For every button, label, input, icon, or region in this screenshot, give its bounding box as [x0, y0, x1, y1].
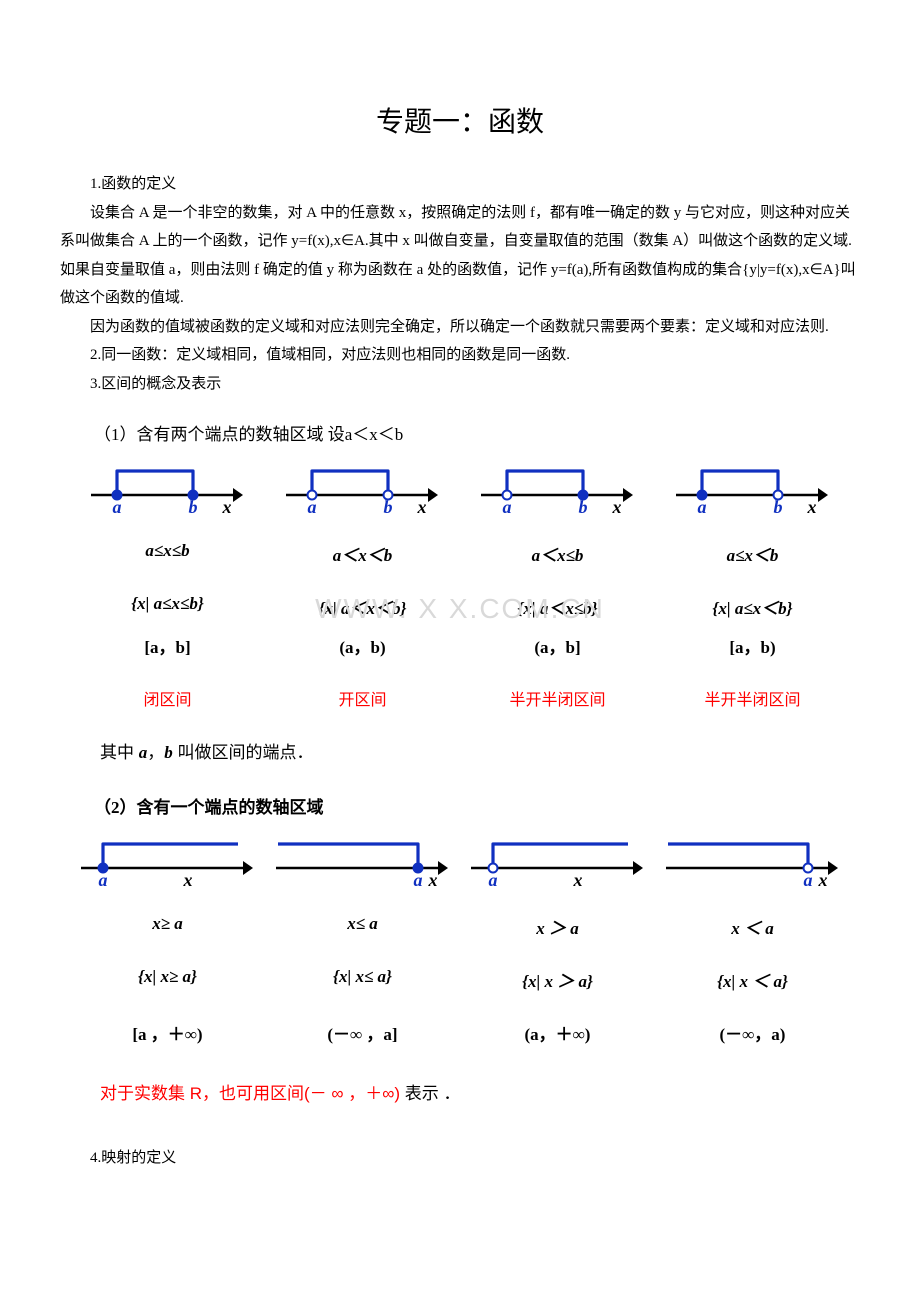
cell-set: {x| a≤x＜b}	[655, 594, 850, 619]
cell-set: {x| x ＜ a}	[655, 967, 850, 992]
cell-interval: (－∞ ，a]	[265, 1020, 460, 1045]
real-set-note: 对于实数集 R，也可用区间(－ ∞ ，＋∞) 表示 ．	[100, 1079, 860, 1104]
svg-text:x: x	[817, 870, 827, 886]
cell-ineq: x ＜ a	[655, 914, 850, 939]
cell-interval: (a，b]	[460, 633, 655, 658]
cell-set: {x| x≤ a}	[265, 967, 460, 992]
cell-set: {x| x ＞ a}	[460, 967, 655, 992]
cell-ineq: x ＞ a	[460, 914, 655, 939]
heading-2: 2.同一函数：定义域相同，值域相同，对应法则也相同的函数是同一函数.	[60, 341, 860, 370]
svg-text:x: x	[427, 870, 437, 886]
svg-text:x: x	[806, 497, 816, 513]
svg-text:x: x	[221, 497, 231, 513]
cell-name: 开区间	[265, 686, 460, 710]
row-set-one: {x| x≥ a} {x| x≤ a} {x| x ＞ a} {x| x ＜ a…	[60, 967, 860, 992]
row-inequality-two: a≤x≤b a＜x＜b a＜x≤b a≤x＜b	[60, 541, 860, 566]
row-interval-two: [a，b] (a，b) (a，b] [a，b)	[60, 633, 860, 658]
cell-name: 半开半闭区间	[655, 686, 850, 710]
cell-interval: [a ，＋∞)	[70, 1020, 265, 1045]
sub-heading-2: （2）含有一个端点的数轴区域	[60, 793, 860, 818]
cell-ineq: a＜x＜b	[265, 541, 460, 566]
heading-1: 1.函数的定义	[60, 170, 860, 199]
cell-interval: [a，b]	[70, 633, 265, 658]
cell-name: 闭区间	[70, 686, 265, 710]
interval-axis-le: ax	[268, 832, 458, 886]
note-red-2: (－ ∞ ，＋∞)	[304, 1084, 400, 1103]
interval-axis-ge: ax	[73, 832, 263, 886]
cell-ineq: a＜x≤b	[460, 541, 655, 566]
note-red-1: 对于实数集 R，也可用区间	[100, 1084, 304, 1103]
axis-row-one-endpoint: ax ax ax ax	[60, 832, 860, 886]
svg-text:x: x	[611, 497, 621, 513]
row-name-two: 闭区间 开区间 半开半闭区间 半开半闭区间	[60, 686, 860, 710]
cell-interval: [a，b)	[655, 633, 850, 658]
cell-ineq: a≤x＜b	[655, 541, 850, 566]
endpoints-note: 其中 a，b 叫做区间的端点．	[100, 738, 860, 763]
svg-text:a: a	[502, 497, 511, 513]
row-interval-one: [a ，＋∞) (－∞ ，a] (a，＋∞) (－∞，a)	[60, 1020, 860, 1045]
svg-text:b: b	[578, 497, 587, 513]
svg-text:x: x	[182, 870, 192, 886]
cell-name: 半开半闭区间	[460, 686, 655, 710]
svg-text:b: b	[773, 497, 782, 513]
interval-axis-closed-closed: abx	[83, 459, 253, 513]
svg-text:a: a	[697, 497, 706, 513]
heading-4: 4.映射的定义	[60, 1144, 860, 1173]
cell-interval: (a，＋∞)	[460, 1020, 655, 1045]
cell-interval: (－∞，a)	[655, 1020, 850, 1045]
interval-axis-open-closed: abx	[473, 459, 643, 513]
axis-row-two-endpoints: abx abx abx abx	[60, 459, 860, 513]
cell-ineq: a≤x≤b	[70, 541, 265, 566]
cell-interval: (a，b)	[265, 633, 460, 658]
interval-axis-open-open: abx	[278, 459, 448, 513]
cell-ineq: x≤ a	[265, 914, 460, 939]
svg-text:a: a	[307, 497, 316, 513]
cell-set: {x| a＜x≤b}	[460, 594, 655, 619]
svg-text:a: a	[488, 870, 497, 886]
svg-text:a: a	[803, 870, 812, 886]
para-def-2: 因为函数的值域被函数的定义域和对应法则完全确定，所以确定一个函数就只需要两个要素…	[60, 313, 860, 342]
svg-text:x: x	[572, 870, 582, 886]
page-title: 专题一：函数	[60, 100, 860, 140]
cell-set: {x| x≥ a}	[70, 967, 265, 992]
svg-text:x: x	[416, 497, 426, 513]
svg-text:a: a	[112, 497, 121, 513]
svg-text:b: b	[188, 497, 197, 513]
svg-text:a: a	[98, 870, 107, 886]
svg-text:b: b	[383, 497, 392, 513]
svg-text:a: a	[413, 870, 422, 886]
interval-axis-closed-open: abx	[668, 459, 838, 513]
interval-axis-lt: ax	[658, 832, 848, 886]
cell-ineq: x≥ a	[70, 914, 265, 939]
sub-heading-1: （1）含有两个端点的数轴区域 设a＜x＜b	[60, 420, 860, 445]
interval-axis-gt: ax	[463, 832, 653, 886]
note-black: 表示 ．	[400, 1084, 460, 1103]
cell-set: {x| a≤x≤b}	[70, 594, 265, 619]
row-set-two: {x| a≤x≤b} {x| a＜x＜b} {x| a＜x≤b} {x| a≤x…	[60, 594, 860, 619]
row-inequality-one: x≥ a x≤ a x ＞ a x ＜ a	[60, 914, 860, 939]
heading-3: 3.区间的概念及表示	[60, 370, 860, 399]
cell-set: {x| a＜x＜b}	[265, 594, 460, 619]
para-def-1: 设集合 A 是一个非空的数集，对 A 中的任意数 x，按照确定的法则 f，都有唯…	[60, 199, 860, 313]
